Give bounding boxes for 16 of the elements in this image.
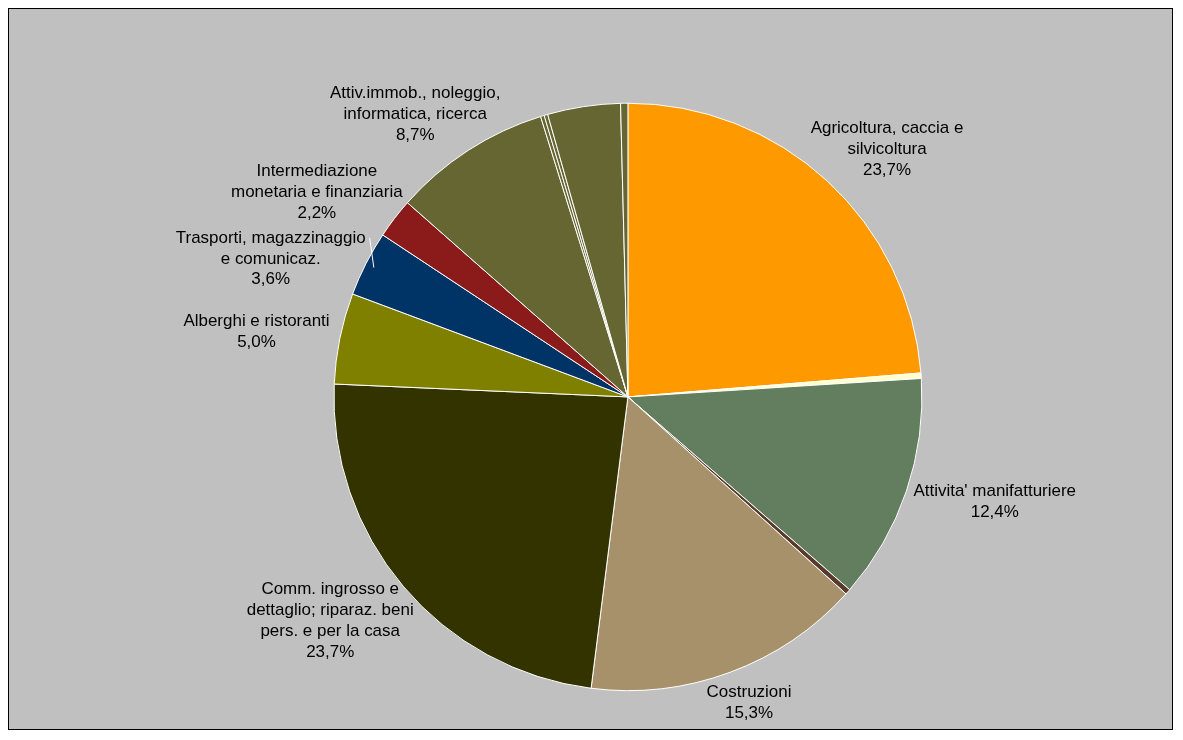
- slice-label: Comm. ingrosso e dettaglio; riparaz. beni pers. e per la casa: [246, 579, 414, 641]
- slice-label: Agricoltura, caccia e silvicoltura: [810, 117, 964, 158]
- slice-label: Attivita' manifatturiere: [913, 480, 1077, 500]
- slice-label: Trasporti, magazzinaggio e comunicaz.: [175, 227, 366, 268]
- slice-label: Costruzioni: [706, 682, 792, 702]
- data-label: 8,7%: [395, 124, 435, 144]
- data-label: 5,0%: [237, 331, 276, 351]
- data-label: 12,4%: [970, 501, 1019, 521]
- data-label: 23,7%: [863, 159, 912, 179]
- data-label: 15,3%: [724, 703, 774, 723]
- slice-label: Attiv.immob., noleggio, informatica, ricerca: [330, 82, 501, 123]
- data-label: 3,6%: [251, 269, 291, 289]
- data-label: 23,7%: [306, 642, 355, 662]
- slice-label: Intermediazione monetaria e finanziaria: [231, 160, 404, 201]
- data-label: 2,2%: [297, 202, 337, 222]
- slice-label: Alberghi e ristoranti: [183, 310, 330, 330]
